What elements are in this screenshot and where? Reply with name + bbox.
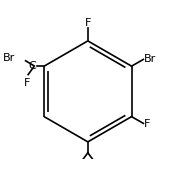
Text: Br: Br	[2, 53, 15, 63]
Text: Br: Br	[144, 54, 156, 64]
Text: F: F	[24, 78, 30, 88]
Text: C: C	[28, 61, 36, 71]
Text: F: F	[144, 119, 150, 129]
Text: F: F	[85, 18, 91, 28]
